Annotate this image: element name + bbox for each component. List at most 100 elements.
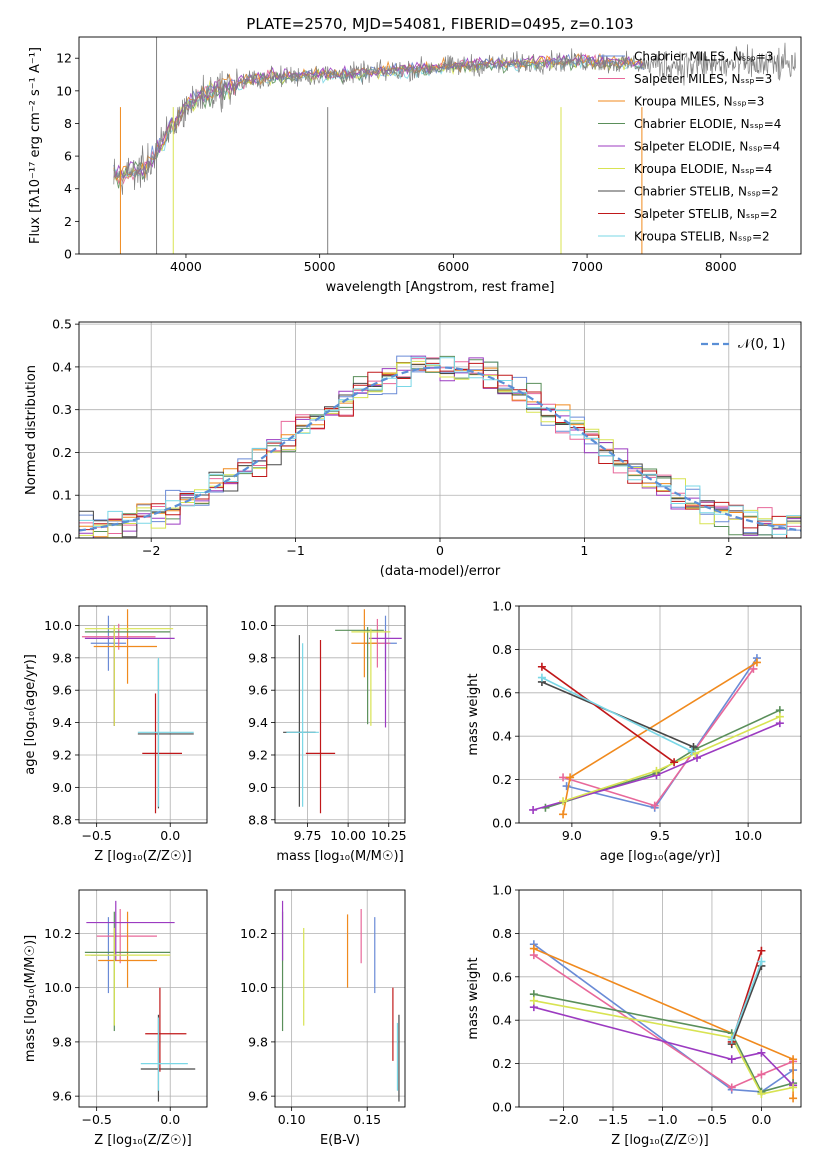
age_vs_Z-ytick-label-0: 8.8: [52, 812, 72, 827]
residuals-plot-area: [79, 355, 801, 538]
residuals-ytick-label-2: 0.2: [52, 445, 72, 460]
mass_weight_vs_Z-ytick-label-3: 0.6: [492, 969, 512, 984]
spectrum-xtick-label-4: 8000: [705, 259, 737, 274]
mass_weight_vs_age-marker-chabrier_stelib-1: [689, 743, 698, 752]
residuals-gaussian-curve: [79, 366, 801, 532]
mass_weight_vs_Z-line-chabrier_miles: [533, 943, 794, 1093]
age_vs_Z-xlabel: Z [log₁₀(Z/Z☉)]: [94, 849, 191, 864]
residuals-legend-label: 𝒩(0, 1): [738, 337, 785, 352]
mass_vs_Z-panel: −0.5 0.0 9.6 9.8 10.0 10.2 Z [log₁₀(Z/Z☉)] mass…: [23, 889, 208, 1148]
spectrum-xtick-label-2: 6000: [437, 259, 469, 274]
spectrum-legend-label-3: Chabrier ELODIE, Nₛₛₚ=4: [634, 117, 781, 131]
spectrum-xlabel: wavelength [Angstrom, rest frame]: [326, 280, 555, 295]
mass_weight_vs_Z-marker-kroupa_stelib-0: [727, 1035, 736, 1044]
age_vs_Z-ylabel: age [log₁₀(age/yr)]: [23, 654, 38, 775]
mass_vs_Z-ytick-label-2: 10.0: [44, 980, 72, 995]
mass_vs_ebv-ytick-label-1: 9.8: [248, 1034, 268, 1049]
mass_weight_vs_Z-marker-kroupa_elodie-2: [757, 1089, 766, 1098]
mass_vs_ebv-ytick-label-2: 10.0: [240, 980, 268, 995]
mass_weight_vs_Z-xtick-label-2: −1.0: [647, 1112, 677, 1127]
mass_vs_Z-ytick-label-0: 9.6: [52, 1089, 72, 1104]
residuals-xtick-label-0: −2: [142, 543, 160, 558]
mass_weight_vs_Z-frame: [518, 889, 802, 1108]
mass_weight_vs_age-ytick-label-0: 0.0: [492, 816, 512, 831]
age_vs_Z-panel: −0.5 0.0 8.8 9.0 9.2 9.4 9.6 9.8 10.0 Z [log₁₀(Z/…: [23, 605, 208, 864]
spectrum-ylabel: Flux [fλ10⁻¹⁷ erg cm⁻² s⁻¹ A⁻¹]: [28, 47, 43, 244]
mass_weight_vs_age-marker-salpeter_miles-1: [650, 801, 659, 810]
mass_weight_vs_age-xtick-label-1: 9.5: [650, 828, 670, 843]
spectrum-ytick-label-3: 6: [64, 149, 72, 164]
residuals-hist-kroupa_stelib: [79, 356, 801, 535]
age_vs_Z-xtick-label-1: 0.0: [160, 828, 180, 843]
mass_weight_vs_age-plot-area: [529, 654, 784, 819]
residuals-xtick-label-1: −1: [286, 543, 304, 558]
mass_weight_vs_Z-xtick-label-1: −1.5: [598, 1112, 628, 1127]
mass_weight_vs_Z-xtick-label-4: 0.0: [751, 1112, 771, 1127]
age_vs_Z-xtick-label-0: −0.5: [81, 828, 111, 843]
age_vs_mass-xtick-label-0: 9.75: [294, 828, 322, 843]
mass_vs_Z-ytick-label-3: 10.2: [44, 926, 72, 941]
mass_weight_vs_age-xlabel: age [log₁₀(age/yr)]: [600, 849, 721, 864]
mass_weight_vs_age-ytick-label-3: 0.6: [492, 685, 512, 700]
mass_weight_vs_age-ylabel: mass weight: [466, 673, 481, 755]
spectrum-observed: [113, 42, 797, 195]
mass_vs_Z-ytick-label-1: 9.8: [52, 1034, 72, 1049]
mass_weight_vs_Z-xtick-label-3: −0.5: [697, 1112, 727, 1127]
mass_weight_vs_Z-marker-kroupa_miles-2: [789, 1094, 798, 1103]
mass_weight_vs_age-ytick-label-5: 1.0: [492, 599, 512, 614]
mass_weight_vs_Z-marker-kroupa_elodie-0: [529, 996, 538, 1005]
age_vs_Z-frame: [78, 605, 208, 824]
age_vs_Z-ytick-label-2: 9.2: [52, 747, 72, 762]
spectrum-ytick-label-4: 8: [64, 116, 72, 131]
age_vs_mass-xtick-label-1: 10.00: [330, 828, 366, 843]
mass_vs_Z-xlabel: Z [log₁₀(Z/Z☉)]: [94, 1133, 191, 1148]
age_vs_Z-ytick-label-5: 9.8: [52, 650, 72, 665]
mass_weight_vs_Z-marker-salpeter_elodie-1: [727, 1055, 736, 1064]
mass_weight_vs_age-marker-salpeter_elodie-0: [529, 805, 538, 814]
spectrum-plot-area: [113, 37, 797, 254]
mass_vs_Z-xtick-label-0: −0.5: [81, 1112, 111, 1127]
age_vs_Z-ytick-label-6: 10.0: [44, 618, 72, 633]
age_vs_Z-ytick-label-3: 9.4: [52, 715, 72, 730]
mass_vs_ebv-frame: [274, 889, 406, 1108]
mass_weight_vs_Z-panel: −2.0 −1.5 −1.0 −0.5 0.0 0.0 0.2 0.4 0.6 0.8 1.0 Z […: [466, 883, 802, 1148]
mass_weight_vs_age-line-salpeter_elodie: [532, 722, 781, 811]
spectrum-xtick-label-1: 5000: [304, 259, 336, 274]
mass_weight_vs_age-marker-kroupa_miles-1: [566, 773, 575, 782]
mass_weight_vs_Z-line-chabrier_elodie: [533, 993, 794, 1093]
mass_weight_vs_Z-marker-kroupa_stelib-1: [757, 957, 766, 966]
age_vs_mass-plot-area: [283, 609, 402, 814]
mass_vs_Z-frame: [78, 889, 208, 1108]
residuals-xtick-label-2: 0: [436, 543, 444, 558]
spectrum-legend-label-5: Kroupa ELODIE, Nₛₛₚ=4: [634, 162, 772, 176]
mass_weight_vs_age-marker-salpeter_elodie-2: [693, 753, 702, 762]
spectrum-legend-label-8: Kroupa STELIB, Nₛₛₚ=2: [634, 230, 770, 244]
mass_weight_vs_Z-marker-kroupa_miles-1: [789, 1055, 798, 1064]
age_vs_mass-ytick-label-0: 8.8: [248, 812, 268, 827]
mass_vs_ebv-xlabel: E(B-V): [320, 1133, 360, 1148]
residuals-ytick-label-0: 0.0: [52, 531, 72, 546]
mass_weight_vs_Z-marker-kroupa_miles-0: [529, 944, 538, 953]
residuals-ytick-label-4: 0.4: [52, 359, 72, 374]
age_vs_Z-ytick-label-4: 9.6: [52, 683, 72, 698]
mass_weight_vs_Z-line-kroupa_stelib: [730, 961, 763, 1040]
age_vs_mass-ytick-label-1: 9.0: [248, 780, 268, 795]
mass_weight_vs_age-ytick-label-1: 0.2: [492, 772, 512, 787]
spectrum-ytick-label-1: 2: [64, 214, 72, 229]
panels: 4000 5000 6000 7000 8000024681012wavelength …: [23, 36, 802, 1148]
figure-title: PLATE=2570, MJD=54081, FIBERID=0495, z=0…: [246, 15, 633, 33]
mass_weight_vs_age-ytick-label-2: 0.4: [492, 729, 512, 744]
spectrum-legend-label-0: Chabrier MILES, Nₛₛₚ=3: [634, 50, 774, 64]
mass_weight_vs_age-marker-salpeter_miles-0: [559, 773, 568, 782]
mass_weight_vs_age-marker-salpeter_stelib-1: [670, 758, 679, 767]
mass_weight_vs_age-line-kroupa_stelib: [541, 676, 693, 753]
residuals-ylabel: Normed distribution: [24, 365, 39, 495]
spectrum-legend-label-7: Salpeter STELIB, Nₛₛₚ=2: [634, 207, 778, 221]
mass_vs_ebv-plot-area: [281, 900, 400, 1102]
mass_weight_vs_Z-marker-salpeter_miles-1: [727, 1083, 736, 1092]
residuals-ytick-label-3: 0.3: [52, 402, 72, 417]
age_vs_mass-xlabel: mass [log₁₀(M/M☉)]: [276, 849, 403, 864]
mass_weight_vs_Z-line-kroupa_elodie: [533, 999, 794, 1095]
